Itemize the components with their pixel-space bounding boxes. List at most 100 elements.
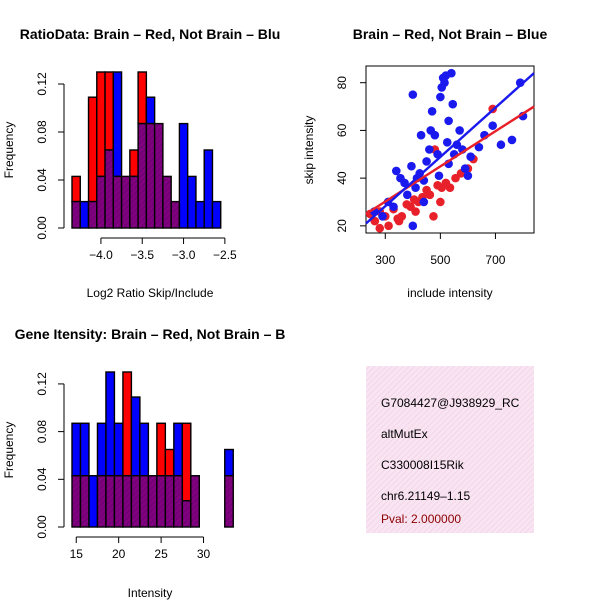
ratio-histogram-title: RatioData: Brain – Red, Not Brain – Blu	[20, 26, 281, 42]
ratio-histogram-y-tick-label: 0.04	[35, 168, 49, 192]
scatter-point-not-brain	[466, 152, 475, 161]
scatter-point-not-brain	[455, 126, 464, 135]
intensity-histogram-brain-bar	[122, 371, 133, 477]
ratio-histogram-brain-bar	[96, 71, 106, 178]
intensity-histogram-overlap-bar	[79, 475, 90, 528]
ratio-histogram: RatioData: Brain – Red, Not Brain – Blu …	[2, 26, 280, 300]
intensity-histogram-x-tick-label: 30	[197, 547, 211, 561]
scatter-point-not-brain	[496, 140, 506, 150]
info-line-probe: G7084427@J938929_RC	[381, 396, 520, 410]
intensity-histogram-x-tick-label: 25	[154, 547, 168, 561]
scatter-point-not-brain	[389, 202, 398, 212]
intensity-histogram-overlap-bar	[156, 475, 167, 528]
scatter-x-tick-label: 500	[430, 253, 450, 267]
intensity-histogram-overlap-bar	[173, 475, 184, 528]
ratio-histogram-not-brain-bar	[195, 200, 205, 229]
ratio-histogram-overlap-bar	[120, 175, 131, 229]
intensity-histogram-brain-bar	[164, 448, 175, 477]
scatter-point-brain	[429, 212, 438, 221]
scatter-point-not-brain	[436, 92, 445, 102]
ratio-histogram-brain-bar	[129, 149, 139, 178]
scatter-xlabel: include intensity	[407, 286, 492, 300]
ratio-histogram-y-tick-label: 0.12	[35, 72, 49, 96]
intensity-histogram-overlap-bar	[139, 475, 150, 528]
intensity-histogram-axes: 0.00 0.04 0.08 0.12 15 20 25 30	[35, 372, 211, 561]
intensity-histogram-y-tick-label: 0.04	[35, 467, 49, 491]
info-panel-background	[366, 366, 534, 533]
info-line-event: altMutEx	[381, 427, 428, 441]
scatter-x-tick-label: 300	[375, 253, 395, 267]
scatter-fit-line-brain	[365, 105, 535, 215]
scatter-point-brain	[375, 223, 385, 233]
ratio-histogram-not-brain-bar	[203, 149, 214, 229]
scatter-fit-line-not-brain	[365, 72, 535, 225]
ratio-histogram-brain-bar	[137, 71, 148, 125]
intensity-histogram-overlap-bar	[190, 475, 200, 528]
scatter-point-brain	[411, 207, 420, 216]
intensity-histogram-not-brain-bar	[173, 422, 184, 477]
intensity-histogram-xlabel: Intensity	[128, 586, 173, 600]
ratio-histogram-brain-bar	[87, 96, 98, 203]
ratio-histogram-overlap-bar	[112, 175, 123, 229]
scatter-point-brain	[436, 197, 445, 207]
scatter-point-not-brain	[400, 178, 409, 188]
ratio-histogram-bars	[71, 71, 222, 229]
scatter-point-not-brain	[442, 138, 452, 147]
scatter-point-not-brain	[408, 90, 418, 99]
intensity-histogram-not-brain-bar	[71, 422, 82, 477]
scatter-title: Brain – Red, Not Brain – Blue	[353, 26, 548, 42]
scatter-point-brain	[394, 216, 404, 226]
scatter-x-tick-label: 700	[485, 253, 505, 267]
ratio-histogram-overlap-bar	[162, 175, 172, 229]
intensity-histogram-overlap-bar	[71, 475, 82, 528]
intensity-histogram-overlap-bar	[164, 475, 175, 528]
scatter-point-not-brain	[430, 130, 440, 140]
intensity-histogram-not-brain-bar	[96, 422, 107, 477]
scatter-point-not-brain	[427, 107, 437, 116]
scatter-point-not-brain	[474, 142, 484, 152]
intensity-histogram-ylabel: Frequency	[2, 422, 16, 479]
ratio-histogram-not-brain-bar	[186, 175, 197, 229]
intensity-histogram-not-brain-bar	[130, 396, 141, 477]
intensity-histogram-title: Gene Itensity: Brain – Red, Not Brain – …	[15, 326, 286, 342]
intensity-histogram-overlap-bar	[96, 475, 107, 528]
ratio-histogram-overlap-bar	[96, 175, 106, 229]
ratio-histogram-x-tick-label: −3.5	[130, 248, 154, 262]
scatter-ylabel: skip intensity	[302, 116, 316, 185]
ratio-histogram-not-brain-bar	[145, 96, 156, 125]
ratio-histogram-axes: 0.00 0.04 0.08 0.12 −4.0 −3.5 −3.0 −2.5	[35, 72, 237, 262]
intensity-histogram-not-brain-bar	[224, 448, 234, 477]
intensity-histogram-overlap-bar	[105, 475, 116, 528]
scatter-point-not-brain	[434, 171, 444, 181]
intensity-histogram-y-tick-label: 0.12	[35, 372, 49, 396]
intensity-histogram-overlap-bar	[130, 475, 141, 528]
scatter-point-not-brain	[422, 157, 431, 166]
scatter-y-tick-label: 80	[335, 76, 349, 90]
ratio-histogram-not-brain-bar	[112, 71, 123, 178]
ratio-histogram-xlabel: Log2 Ratio Skip/Include	[87, 286, 214, 300]
scatter-point-not-brain	[448, 99, 458, 109]
intensity-histogram-y-tick-label: 0.00	[35, 515, 49, 539]
scatter-y-tick-label: 20	[335, 219, 349, 233]
intensity-histogram-not-brain-bar	[105, 371, 116, 477]
intensity-histogram-x-tick-label: 15	[70, 547, 84, 561]
scatter-point-not-brain	[407, 161, 416, 171]
info-line-gene: C330008I15Rik	[381, 458, 465, 472]
info-line-location: chr6.21149–1.15	[381, 489, 471, 503]
scatter-point-not-brain	[488, 121, 497, 130]
intensity-histogram-not-brain-bar	[113, 422, 124, 477]
intensity-histogram-not-brain-bar	[88, 475, 99, 528]
scatter-point-not-brain	[408, 221, 418, 231]
intensity-scatter: Brain – Red, Not Brain – Blue include in…	[302, 26, 547, 300]
scatter-point-not-brain	[507, 135, 517, 145]
ratio-histogram-x-tick-label: −2.5	[213, 248, 237, 262]
intensity-histogram-overlap-bar	[122, 475, 133, 528]
ratio-histogram-overlap-bar	[129, 175, 139, 229]
scatter-point-not-brain	[447, 68, 456, 78]
scatter-point-not-brain	[391, 166, 401, 176]
ratio-histogram-y-tick-label: 0.00	[35, 216, 49, 240]
ratio-histogram-x-tick-label: −3.0	[172, 248, 196, 262]
intensity-histogram-not-brain-bar	[79, 422, 90, 477]
scatter-point-brain	[445, 183, 455, 192]
